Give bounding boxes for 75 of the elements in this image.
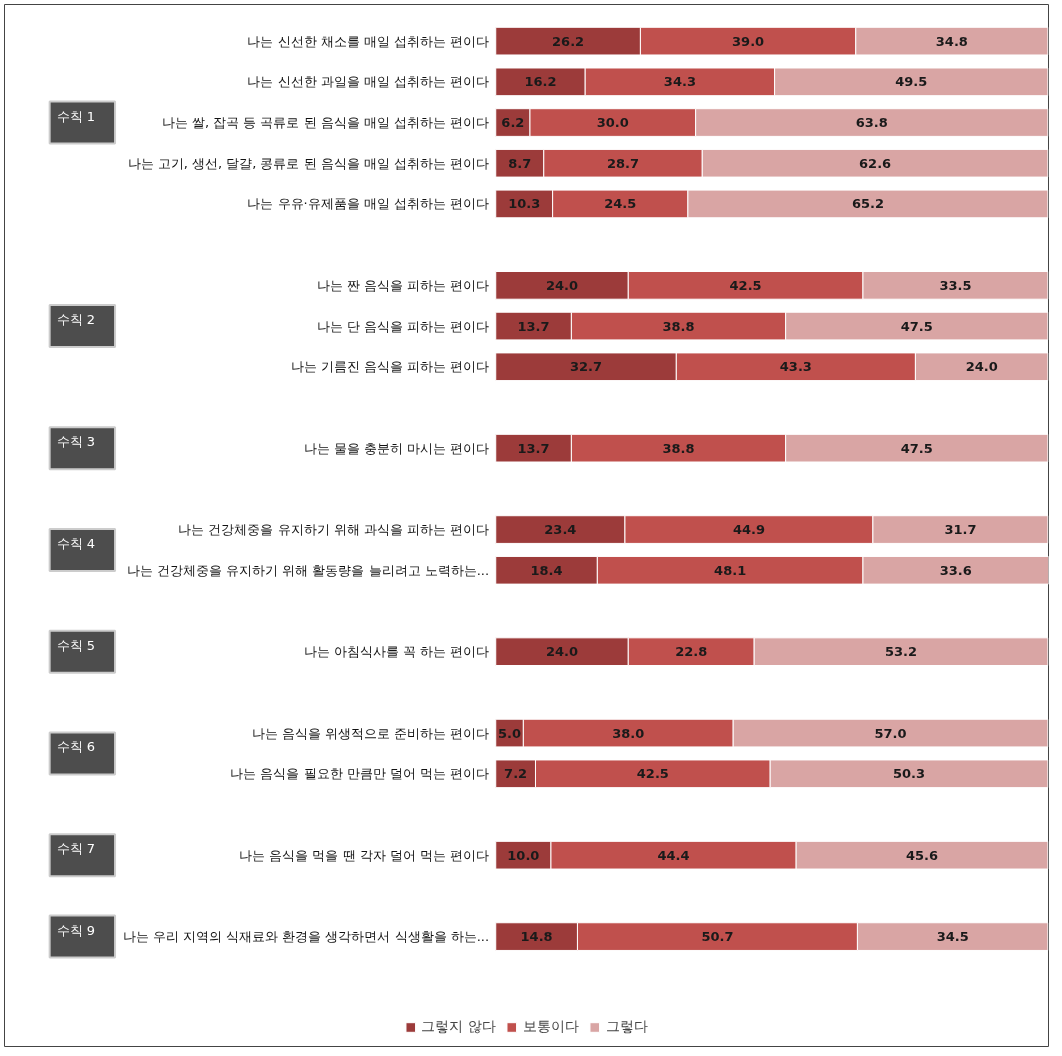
data-label: 26.2 [552,33,585,49]
data-label: 22.8 [675,644,708,660]
y-tick-label: 나는 짠 음식을 피하는 편이다 [316,277,490,293]
data-label: 65.2 [851,196,884,212]
y-tick-label: 나는 음식을 위생적으로 준비하는 편이다 [251,725,490,741]
data-label: 48.1 [714,562,747,578]
data-label: 44.4 [657,847,690,863]
data-label: 24.0 [545,277,579,293]
data-label: 33.6 [939,562,972,578]
data-label: 8.7 [508,155,532,171]
data-label: 33.5 [939,277,972,293]
text: 수칙 3 [56,434,96,450]
data-label: 23.4 [544,522,577,538]
y-tick-label: 나는 물을 충분히 마시는 편이다 [303,440,490,456]
data-label: 39.0 [732,33,765,49]
legend-label: 그렇다 [605,1018,648,1036]
data-label: 32.7 [569,359,603,375]
data-label: 30.0 [596,115,629,131]
y-tick-label: 나는 우리 지역의 식재료와 환경을 생각하면서 식생활을 하는... [122,929,490,945]
text: 수칙 9 [56,922,96,938]
legend-label: 보통이다 [522,1018,579,1036]
data-label: 63.8 [855,115,888,131]
data-label: 42.5 [729,277,762,293]
data-label: 24.5 [604,196,637,212]
data-label: 47.5 [900,318,933,334]
y-tick-label: 나는 쌀, 잡곡 등 곡류로 된 음식을 매일 섭취하는 편이다 [161,115,490,131]
data-label: 38.0 [612,725,645,741]
data-label: 42.5 [636,766,669,782]
data-label: 50.3 [893,766,926,782]
data-label: 47.5 [900,440,933,456]
data-label: 5.0 [498,725,522,741]
data-label: 14.8 [520,929,553,945]
text: 수칙 6 [56,739,96,755]
data-label: 34.3 [663,74,696,90]
y-tick-label: 나는 음식을 필요한 만큼만 덜어 먹는 편이다 [230,766,490,782]
y-tick-label: 나는 아침식사를 꼭 하는 편이다 [303,644,490,660]
data-label: 31.7 [944,522,977,538]
data-label: 38.8 [662,318,695,334]
legend-label: 그렇지 않다 [421,1018,496,1036]
data-label: 62.6 [859,155,892,171]
text: 수칙 7 [56,841,96,857]
data-label: 10.0 [507,847,540,863]
data-label: 43.3 [779,359,812,375]
data-label: 24.0 [965,359,998,375]
data-label: 34.8 [935,33,968,49]
text: 수칙 5 [56,637,96,653]
y-tick-label: 나는 우유·유제품을 매일 섭취하는 편이다 [247,196,490,212]
data-label: 50.7 [701,929,734,945]
data-label: 28.7 [606,155,640,171]
text: 수칙 4 [56,535,96,551]
data-label: 13.7 [517,318,550,334]
data-label: 16.2 [524,74,557,90]
y-tick-label: 나는 단 음식을 피하는 편이다 [316,318,490,334]
data-label: 53.2 [885,644,918,660]
data-label: 49.5 [895,74,928,90]
y-tick-label: 나는 고기, 생선, 달걀, 콩류로 된 음식을 매일 섭취하는 편이다 [127,155,490,171]
data-label: 34.5 [936,929,969,945]
data-label: 44.9 [732,522,765,538]
data-label: 7.2 [504,766,528,782]
y-tick-label: 나는 건강체중을 유지하기 위해 과식을 피하는 편이다 [178,522,490,538]
data-label: 18.4 [530,562,563,578]
data-label: 10.3 [508,196,541,212]
y-tick-label: 나는 건강체중을 유지하기 위해 활동량을 늘리려고 노력하는... [126,562,490,578]
data-label: 13.7 [517,440,550,456]
data-label: 57.0 [874,725,907,741]
data-label: 45.6 [906,847,939,863]
text: 수칙 2 [56,312,96,328]
y-tick-label: 나는 음식을 먹을 땐 각자 덜어 먹는 편이다 [239,847,490,863]
y-tick-label: 나는 신선한 채소를 매일 섭취하는 편이다 [247,33,490,49]
data-label: 38.8 [662,440,695,456]
text: 수칙 1 [56,108,96,124]
y-tick-label: 나는 신선한 과일을 매일 섭취하는 편이다 [247,74,490,90]
data-label: 6.2 [501,115,525,131]
y-tick-label: 나는 기름진 음식을 피하는 편이다 [290,359,490,375]
data-label: 24.0 [545,644,579,660]
